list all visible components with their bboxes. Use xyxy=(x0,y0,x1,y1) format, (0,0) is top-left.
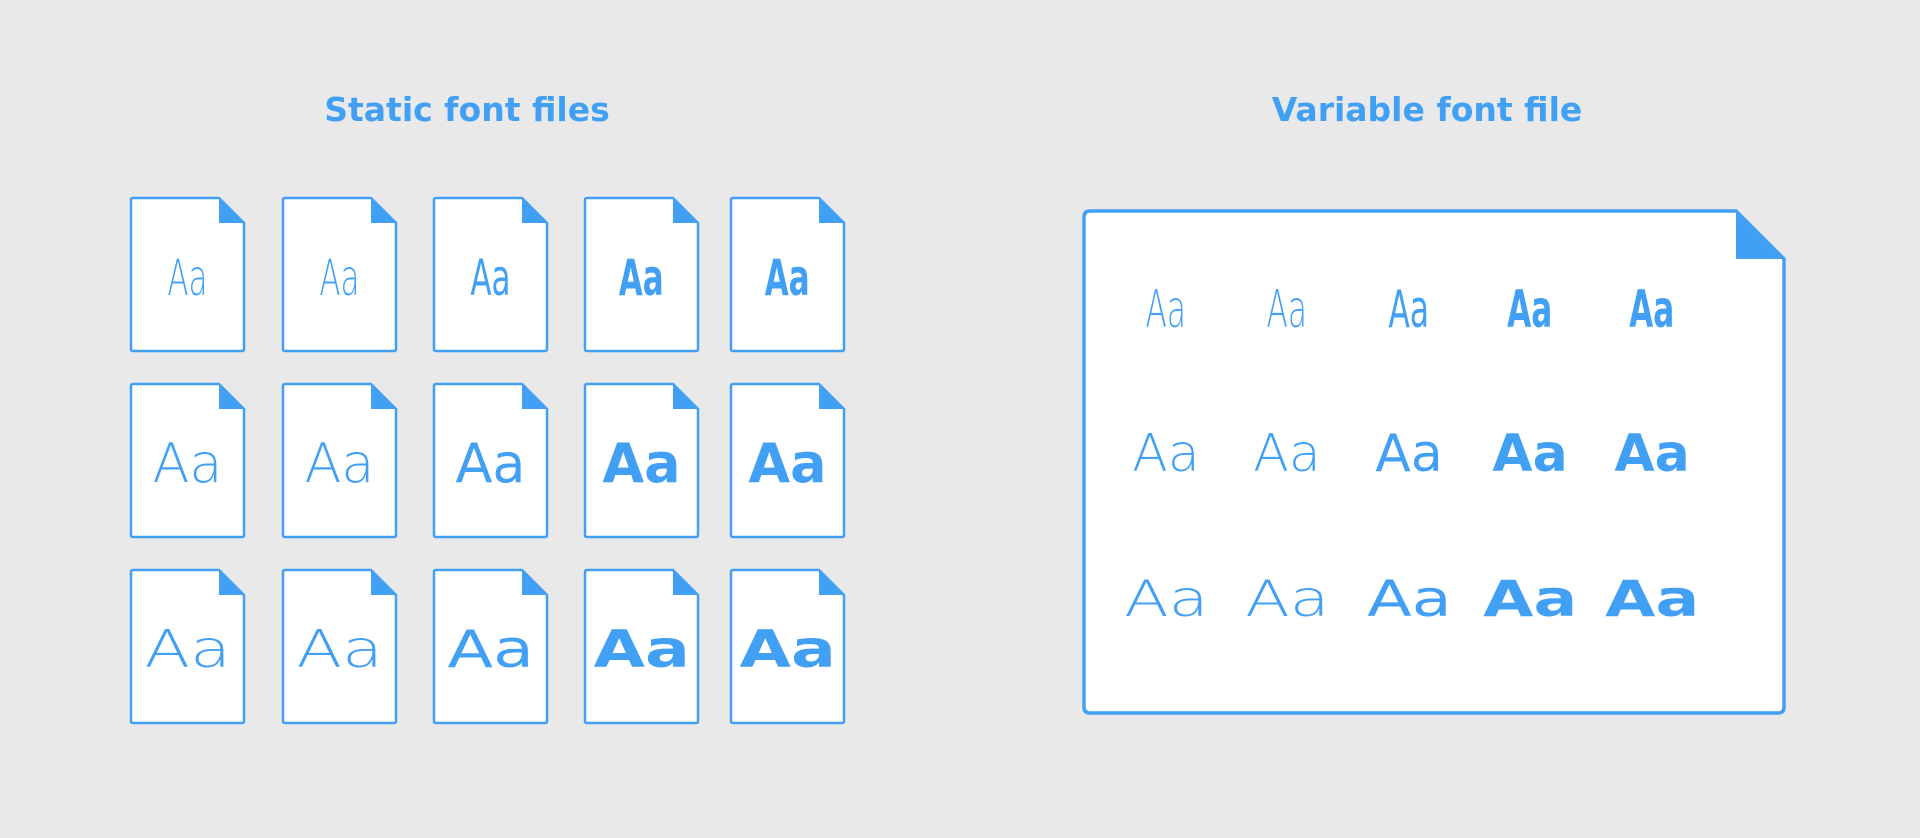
font-sample-glyph: Aa xyxy=(1492,424,1568,484)
variable-file-outline xyxy=(1082,209,1786,715)
variable-glyph-cell: Aa xyxy=(1106,275,1226,345)
font-sample-glyph: Aa xyxy=(167,249,208,307)
variable-font-file: Aa Aa Aa Aa Aa Aa Aa Aa Aa Aa Aa Aa Aa Aa Aa xyxy=(1082,209,1786,715)
font-sample-glyph: Aa xyxy=(1366,570,1452,628)
variable-glyph-cell: Aa xyxy=(1592,564,1712,634)
font-sample-glyph: Aa xyxy=(144,620,231,680)
static-font-file-icon: Aa xyxy=(281,568,398,725)
font-sample-glyph: Aa xyxy=(593,620,690,680)
font-sample-glyph: Aa xyxy=(1375,424,1443,484)
font-sample-glyph: Aa xyxy=(619,249,664,307)
static-font-file-icon: Aa xyxy=(281,382,398,539)
folded-corner-icon xyxy=(1736,211,1784,259)
variable-glyph-cell: Aa xyxy=(1592,419,1712,489)
font-sample-glyph: Aa xyxy=(1388,280,1430,340)
static-font-file-icon: Aa xyxy=(729,196,846,353)
font-sample-glyph: Aa xyxy=(1145,280,1187,340)
font-sample-glyph: Aa xyxy=(1244,570,1330,628)
static-font-file-icon: Aa xyxy=(129,196,246,353)
font-sample-glyph: Aa xyxy=(765,249,810,307)
variable-glyph-cell: Aa xyxy=(1470,564,1590,634)
static-font-file-icon: Aa xyxy=(129,382,246,539)
font-sample-glyph: Aa xyxy=(1614,424,1690,484)
variable-glyph-cell: Aa xyxy=(1349,275,1469,345)
variable-glyph-cell: Aa xyxy=(1349,419,1469,489)
variable-glyph-cell: Aa xyxy=(1227,564,1347,634)
font-sample-glyph: Aa xyxy=(470,249,511,307)
font-sample-glyph: Aa xyxy=(1482,570,1578,628)
static-font-file-icon: Aa xyxy=(432,196,549,353)
static-font-file-icon: Aa xyxy=(583,568,700,725)
static-font-file-icon: Aa xyxy=(432,382,549,539)
variable-glyph-cell: Aa xyxy=(1106,419,1226,489)
font-sample-glyph: Aa xyxy=(455,432,526,495)
variable-glyph-cell: Aa xyxy=(1349,564,1469,634)
font-sample-glyph: Aa xyxy=(1629,280,1675,340)
font-sample-glyph: Aa xyxy=(602,432,681,495)
static-font-file-icon: Aa xyxy=(583,196,700,353)
font-sample-glyph: Aa xyxy=(304,432,375,495)
variable-glyph-cell: Aa xyxy=(1470,419,1590,489)
font-sample-glyph: Aa xyxy=(1123,570,1209,628)
font-sample-glyph: Aa xyxy=(447,620,534,680)
variable-glyph-cell: Aa xyxy=(1592,275,1712,345)
static-font-file-icon: Aa xyxy=(129,568,246,725)
font-sample-glyph: Aa xyxy=(152,432,223,495)
static-font-file-icon: Aa xyxy=(583,382,700,539)
font-sample-glyph: Aa xyxy=(748,432,827,495)
variable-glyph-cell: Aa xyxy=(1227,275,1347,345)
font-sample-glyph: Aa xyxy=(296,620,383,680)
static-font-file-icon: Aa xyxy=(281,196,398,353)
variable-glyph-cell: Aa xyxy=(1470,275,1590,345)
font-sample-glyph: Aa xyxy=(1266,280,1308,340)
static-font-files-title: Static font files xyxy=(324,90,610,129)
static-font-file-icon: Aa xyxy=(432,568,549,725)
static-font-file-icon: Aa xyxy=(729,568,846,725)
font-sample-glyph: Aa xyxy=(739,620,836,680)
font-sample-glyph: Aa xyxy=(1507,280,1553,340)
font-sample-glyph: Aa xyxy=(1604,570,1700,628)
font-sample-glyph: Aa xyxy=(319,249,360,307)
variable-glyph-cell: Aa xyxy=(1106,564,1226,634)
font-sample-glyph: Aa xyxy=(1253,424,1321,484)
variable-glyph-cell: Aa xyxy=(1227,419,1347,489)
font-sample-glyph: Aa xyxy=(1132,424,1200,484)
variable-font-file-title: Variable font file xyxy=(1271,90,1583,129)
static-font-file-icon: Aa xyxy=(729,382,846,539)
